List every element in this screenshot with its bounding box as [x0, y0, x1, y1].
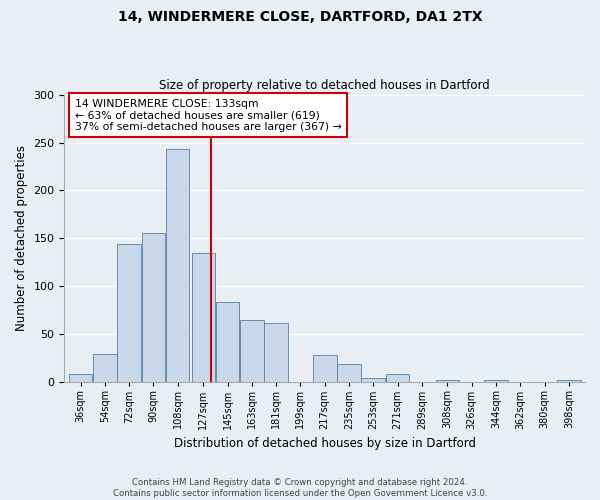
Text: Contains HM Land Registry data © Crown copyright and database right 2024.
Contai: Contains HM Land Registry data © Crown c… [113, 478, 487, 498]
Bar [69, 374, 92, 382]
Bar [118, 244, 141, 382]
Bar [240, 320, 263, 382]
Bar [436, 380, 459, 382]
Text: 14 WINDERMERE CLOSE: 133sqm
← 63% of detached houses are smaller (619)
37% of se: 14 WINDERMERE CLOSE: 133sqm ← 63% of det… [75, 99, 341, 132]
Bar [484, 380, 508, 382]
Bar [265, 323, 288, 382]
Bar [93, 354, 116, 382]
Bar [337, 364, 361, 382]
Title: Size of property relative to detached houses in Dartford: Size of property relative to detached ho… [160, 79, 490, 92]
Bar [361, 378, 385, 382]
Bar [142, 232, 165, 382]
Bar [166, 149, 190, 382]
Bar [191, 253, 215, 382]
Bar [313, 356, 337, 382]
Bar [216, 302, 239, 382]
Bar [557, 380, 581, 382]
Bar [386, 374, 409, 382]
X-axis label: Distribution of detached houses by size in Dartford: Distribution of detached houses by size … [174, 437, 476, 450]
Text: 14, WINDERMERE CLOSE, DARTFORD, DA1 2TX: 14, WINDERMERE CLOSE, DARTFORD, DA1 2TX [118, 10, 482, 24]
Y-axis label: Number of detached properties: Number of detached properties [15, 146, 28, 332]
